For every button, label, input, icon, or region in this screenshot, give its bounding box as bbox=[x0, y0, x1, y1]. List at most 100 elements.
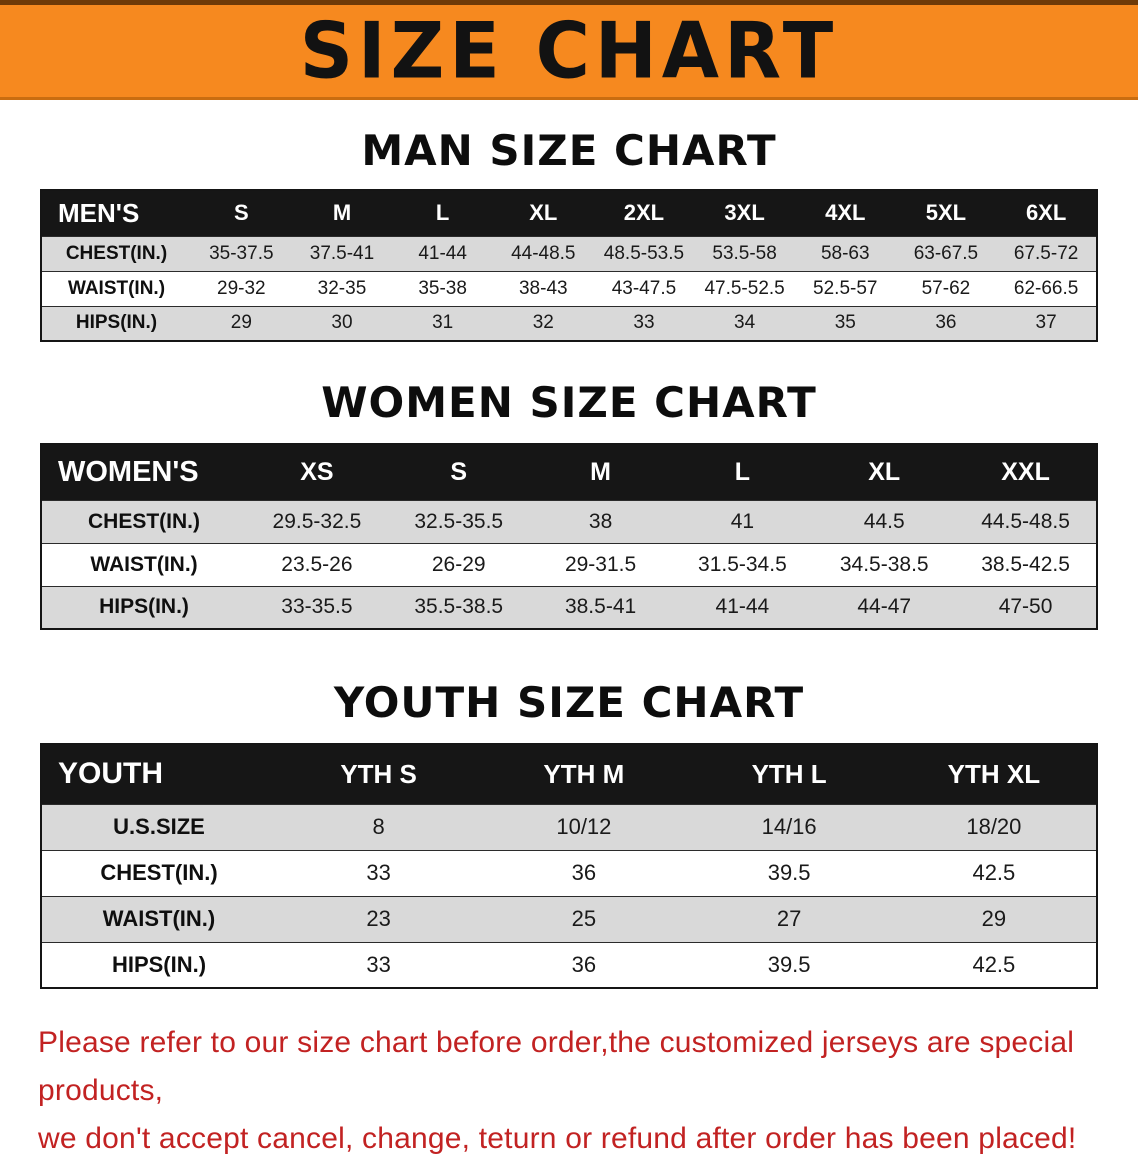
men-size-section: MAN SIZE CHART MEN'S S M L XL 2XL 3XL 4XL 5XL 6XL… bbox=[0, 126, 1138, 342]
disclaimer-line-2: we don't accept cancel, change, teturn o… bbox=[38, 1122, 1077, 1155]
men-section-heading: MAN SIZE CHART bbox=[361, 126, 777, 175]
measurement-label-cell: WAIST(IN.) bbox=[41, 895, 276, 942]
size-chart-banner: SIZE CHART bbox=[0, 0, 1138, 100]
measurement-value-cell: 35 bbox=[794, 305, 896, 341]
measurement-value-cell: 47.5-52.5 bbox=[694, 270, 795, 306]
measurement-value-cell: 33 bbox=[276, 849, 482, 896]
size-column-header: S bbox=[191, 190, 292, 236]
measurement-row: U.S.SIZE 8 10/12 14/16 18/20 bbox=[41, 803, 1097, 850]
measurement-label-cell: CHEST(IN.) bbox=[41, 499, 246, 543]
measurement-value-cell: 42.5 bbox=[891, 849, 1097, 896]
size-column-header: 6XL bbox=[996, 190, 1097, 236]
size-column-header: M bbox=[529, 444, 672, 500]
size-column-header: YTH S bbox=[276, 744, 482, 804]
measurement-value-cell: 53.5-58 bbox=[694, 235, 795, 271]
measurement-value-cell: 32.5-35.5 bbox=[387, 499, 530, 543]
measurement-value-cell: 29 bbox=[891, 895, 1097, 942]
measurement-label-cell: HIPS(IN.) bbox=[41, 941, 276, 988]
measurement-value-cell: 37 bbox=[996, 305, 1097, 341]
measurement-value-cell: 33 bbox=[276, 941, 482, 988]
measurement-value-cell: 29 bbox=[191, 305, 292, 341]
size-column-header: XL bbox=[813, 444, 956, 500]
measurement-value-cell: 35-38 bbox=[392, 270, 493, 306]
measurement-value-cell: 23 bbox=[276, 895, 482, 942]
measurement-value-cell: 29.5-32.5 bbox=[246, 499, 388, 543]
measurement-value-cell: 26-29 bbox=[387, 542, 530, 586]
measurement-value-cell: 35-37.5 bbox=[191, 235, 292, 271]
measurement-value-cell: 44-47 bbox=[813, 585, 956, 629]
measurement-label-cell: HIPS(IN.) bbox=[41, 305, 191, 341]
table-header-row: YOUTH YTH S YTH M YTH L YTH XL bbox=[41, 744, 1097, 804]
measurement-label-cell: WAIST(IN.) bbox=[41, 270, 191, 306]
measurement-value-cell: 41-44 bbox=[392, 235, 493, 271]
disclaimer-line-1: Please refer to our size chart before or… bbox=[38, 1026, 1075, 1107]
size-column-header: L bbox=[671, 444, 814, 500]
measurement-value-cell: 44.5 bbox=[813, 499, 956, 543]
measurement-value-cell: 62-66.5 bbox=[996, 270, 1097, 306]
measurement-value-cell: 36 bbox=[481, 849, 687, 896]
measurement-value-cell: 18/20 bbox=[891, 803, 1097, 850]
measurement-value-cell: 42.5 bbox=[891, 941, 1097, 988]
size-column-header: XS bbox=[246, 444, 388, 500]
table-title-cell: WOMEN'S bbox=[41, 444, 246, 500]
table-title-cell: MEN'S bbox=[41, 190, 191, 236]
size-column-header: XXL bbox=[955, 444, 1097, 500]
measurement-row: WAIST(IN.) 23.5-26 26-29 29-31.5 31.5-34.5 34… bbox=[41, 542, 1097, 586]
measurement-value-cell: 8 bbox=[276, 803, 482, 850]
table-header-row: WOMEN'S XS S M L XL XXL bbox=[41, 444, 1097, 500]
size-column-header: 3XL bbox=[694, 190, 795, 236]
measurement-value-cell: 23.5-26 bbox=[246, 542, 388, 586]
measurement-value-cell: 30 bbox=[291, 305, 393, 341]
women-size-section: WOMEN SIZE CHART WOMEN'S XS S M L XL XXL CHEST(… bbox=[0, 378, 1138, 630]
women-section-heading: WOMEN SIZE CHART bbox=[321, 378, 817, 427]
measurement-value-cell: 43-47.5 bbox=[593, 270, 695, 306]
measurement-value-cell: 27 bbox=[686, 895, 892, 942]
measurement-value-cell: 25 bbox=[481, 895, 687, 942]
measurement-value-cell: 36 bbox=[481, 941, 687, 988]
measurement-value-cell: 31 bbox=[392, 305, 493, 341]
size-column-header: YTH XL bbox=[891, 744, 1097, 804]
measurement-value-cell: 39.5 bbox=[686, 849, 892, 896]
measurement-value-cell: 38.5-41 bbox=[529, 585, 672, 629]
measurement-value-cell: 44.5-48.5 bbox=[955, 499, 1097, 543]
youth-size-table: YOUTH YTH S YTH M YTH L YTH XL U.S.SIZE 8 10/12… bbox=[40, 743, 1098, 989]
measurement-value-cell: 32 bbox=[492, 305, 594, 341]
measurement-row: WAIST(IN.) 29-32 32-35 35-38 38-43 43-47.5 47.… bbox=[41, 270, 1097, 306]
measurement-value-cell: 44-48.5 bbox=[492, 235, 594, 271]
size-column-header: S bbox=[387, 444, 530, 500]
size-column-header: L bbox=[392, 190, 493, 236]
size-column-header: 2XL bbox=[593, 190, 695, 236]
measurement-value-cell: 48.5-53.5 bbox=[593, 235, 695, 271]
size-column-header: M bbox=[291, 190, 393, 236]
measurement-value-cell: 14/16 bbox=[686, 803, 892, 850]
measurement-value-cell: 38.5-42.5 bbox=[955, 542, 1097, 586]
measurement-value-cell: 41-44 bbox=[671, 585, 814, 629]
measurement-value-cell: 38-43 bbox=[492, 270, 594, 306]
measurement-value-cell: 29-32 bbox=[191, 270, 292, 306]
size-column-header: YTH L bbox=[686, 744, 892, 804]
measurement-value-cell: 57-62 bbox=[895, 270, 997, 306]
measurement-label-cell: CHEST(IN.) bbox=[41, 849, 276, 896]
men-size-table: MEN'S S M L XL 2XL 3XL 4XL 5XL 6XL CHEST(IN.) 35-37… bbox=[40, 189, 1098, 342]
measurement-value-cell: 33-35.5 bbox=[246, 585, 388, 629]
size-column-header: XL bbox=[492, 190, 594, 236]
measurement-label-cell: CHEST(IN.) bbox=[41, 235, 191, 271]
measurement-value-cell: 29-31.5 bbox=[529, 542, 672, 586]
measurement-value-cell: 37.5-41 bbox=[291, 235, 393, 271]
measurement-value-cell: 58-63 bbox=[794, 235, 896, 271]
women-size-table: WOMEN'S XS S M L XL XXL CHEST(IN.) 29.5-32.5 32.5… bbox=[40, 443, 1098, 630]
measurement-row: CHEST(IN.) 33 36 39.5 42.5 bbox=[41, 849, 1097, 896]
measurement-value-cell: 33 bbox=[593, 305, 695, 341]
measurement-row: HIPS(IN.) 33 36 39.5 42.5 bbox=[41, 941, 1097, 988]
measurement-value-cell: 31.5-34.5 bbox=[671, 542, 814, 586]
measurement-row: WAIST(IN.) 23 25 27 29 bbox=[41, 895, 1097, 942]
size-column-header: YTH M bbox=[481, 744, 687, 804]
table-header-row: MEN'S S M L XL 2XL 3XL 4XL 5XL 6XL bbox=[41, 190, 1097, 236]
measurement-value-cell: 32-35 bbox=[291, 270, 393, 306]
measurement-row: CHEST(IN.) 29.5-32.5 32.5-35.5 38 41 44.5 44.5… bbox=[41, 499, 1097, 543]
measurement-value-cell: 34.5-38.5 bbox=[813, 542, 956, 586]
measurement-row: HIPS(IN.) 33-35.5 35.5-38.5 38.5-41 41-44 44-… bbox=[41, 585, 1097, 629]
measurement-value-cell: 34 bbox=[694, 305, 795, 341]
youth-size-section: YOUTH SIZE CHART YOUTH YTH S YTH M YTH L YTH… bbox=[0, 678, 1138, 989]
measurement-value-cell: 63-67.5 bbox=[895, 235, 997, 271]
